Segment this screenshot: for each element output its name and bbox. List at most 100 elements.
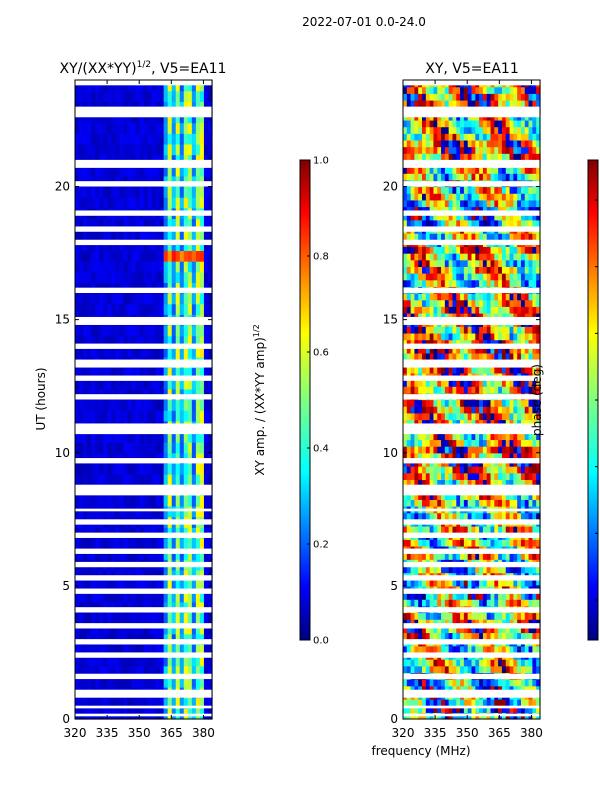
phase-cell <box>524 679 530 687</box>
amplitude-cell <box>143 239 149 251</box>
amplitude-cell <box>99 122 104 134</box>
phase-cell <box>460 346 465 354</box>
phase-cell <box>422 199 427 208</box>
phase-cell <box>410 412 416 421</box>
phase-cell <box>520 466 526 474</box>
phase-cell <box>463 306 469 314</box>
phase-cell <box>460 246 465 254</box>
phase-cell <box>490 699 495 707</box>
phase-cell <box>498 412 503 421</box>
phase-cell <box>460 273 465 281</box>
phase-cell <box>422 406 427 414</box>
phase-cell <box>460 705 465 713</box>
amplitude-cell <box>171 346 177 358</box>
amplitude-cell <box>99 676 104 688</box>
amplitude-cell <box>119 431 124 443</box>
phase-cell <box>486 552 492 560</box>
amplitude-cell <box>111 410 116 422</box>
amplitude-cell <box>123 697 128 709</box>
phase-cell <box>441 432 446 441</box>
phase-cell <box>509 412 514 421</box>
phase-cell <box>414 199 419 208</box>
phase-cell <box>425 499 431 507</box>
phase-cell <box>494 446 499 454</box>
amplitude-cell <box>87 612 92 624</box>
phase-cell <box>524 632 530 640</box>
amplitude-cell <box>99 90 104 102</box>
amplitude-cell <box>79 346 84 358</box>
phase-cell <box>448 186 454 194</box>
phase-cell <box>471 466 476 474</box>
phase-cell <box>501 659 507 667</box>
phase-cell <box>433 346 438 354</box>
phase-cell <box>471 685 476 693</box>
amplitude-cell <box>139 463 145 475</box>
amplitude-cell <box>135 218 141 230</box>
phase-cell <box>403 565 408 574</box>
phase-cell <box>505 592 511 600</box>
phase-cell <box>482 466 488 474</box>
phase-cell <box>429 273 435 281</box>
phase-cell <box>513 665 518 674</box>
amplitude-cell <box>199 271 205 283</box>
phase-cell <box>494 659 499 667</box>
phase-cell <box>467 412 473 421</box>
phase-cell <box>460 406 465 414</box>
amplitude-cell <box>171 474 177 486</box>
phase-cell <box>406 439 412 447</box>
phase-cell <box>456 432 461 441</box>
phase-cell <box>471 699 476 707</box>
amplitude-cell <box>147 537 153 550</box>
phase-cell <box>501 253 507 261</box>
phase-cell <box>524 659 530 667</box>
amplitude-cell <box>103 186 108 198</box>
phase-cell <box>501 552 507 560</box>
phase-cell <box>425 386 431 394</box>
phase-cell <box>414 306 419 314</box>
amplitude-cell <box>75 548 80 560</box>
phase-cell <box>509 592 514 600</box>
phase-cell <box>517 412 522 421</box>
amplitude-cell <box>123 197 128 209</box>
amplitude-cell <box>155 591 161 603</box>
amplitude-cell <box>119 218 124 230</box>
phase-cell <box>486 492 492 500</box>
phase-cell <box>433 579 438 587</box>
amplitude-cell <box>175 261 181 273</box>
phase-cell <box>452 199 457 208</box>
phase-cell <box>528 419 533 427</box>
amplitude-cell <box>123 346 128 358</box>
phase-cell <box>517 306 522 314</box>
amplitude-cell <box>199 250 205 262</box>
amplitude-cell <box>167 346 173 358</box>
phase-cell <box>494 492 499 500</box>
amplitude-cell <box>199 612 205 624</box>
amplitude-cell <box>199 442 205 454</box>
phase-cell <box>437 352 442 361</box>
phase-cell <box>513 233 518 241</box>
phase-cell <box>444 599 450 607</box>
amplitude-cell <box>163 495 169 507</box>
amplitude-cell <box>167 324 173 337</box>
phase-cell <box>456 186 461 194</box>
phase-cell <box>410 492 416 500</box>
phase-cell <box>425 246 431 254</box>
amplitude-cell <box>195 293 201 305</box>
amplitude-cell <box>191 495 197 507</box>
phase-cell <box>528 293 533 301</box>
phase-cell <box>452 346 457 354</box>
phase-cell <box>517 246 522 254</box>
phase-cell <box>452 352 457 361</box>
phase-cell <box>444 539 450 547</box>
amplitude-cell <box>163 612 169 624</box>
phase-cell <box>505 273 511 281</box>
phase-cell <box>536 219 541 228</box>
phase-cell <box>505 266 511 274</box>
amplitude-cell <box>115 463 120 475</box>
amplitude-cell <box>179 186 185 198</box>
phase-cell <box>463 259 469 267</box>
amplitude-cell <box>187 335 193 347</box>
phase-cell <box>418 219 423 228</box>
phase-cell <box>505 525 511 534</box>
phase-cell <box>520 492 526 500</box>
